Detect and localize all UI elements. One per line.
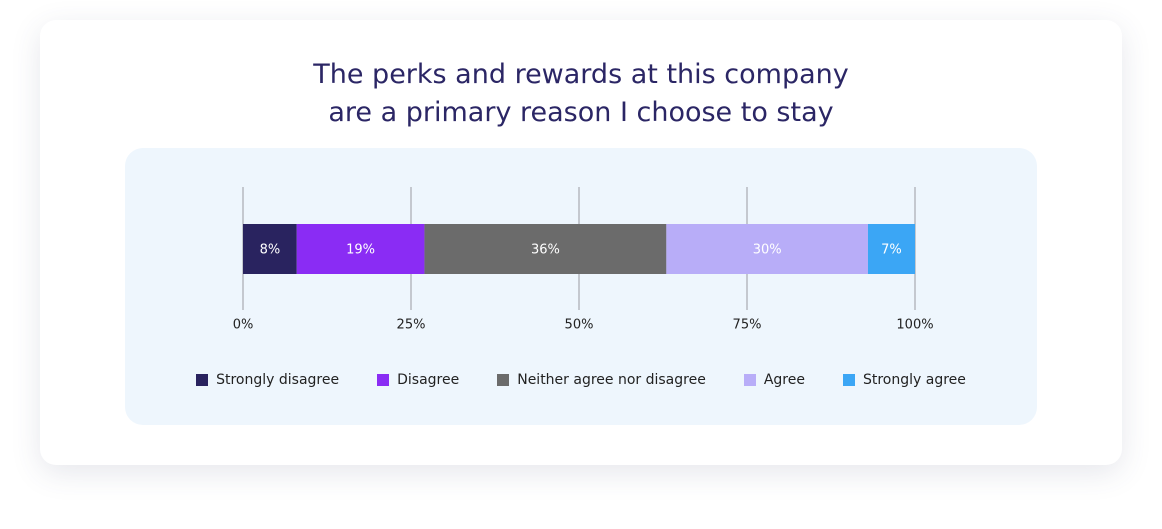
bar-segment	[296, 224, 425, 274]
legend-label: Disagree	[397, 372, 460, 388]
data-label: 30%	[753, 243, 782, 258]
legend-swatch	[497, 374, 510, 386]
data-label: 7%	[881, 243, 902, 258]
legend-label: Agree	[763, 372, 805, 388]
legend-swatch	[842, 374, 855, 386]
x-tick-label: 50%	[565, 318, 594, 333]
legend-label: Strongly agree	[862, 372, 966, 388]
chart-panel	[125, 148, 1037, 425]
bar-segment	[867, 224, 915, 274]
data-label: 19%	[346, 243, 375, 258]
data-label: 8%	[260, 243, 281, 258]
legend-item: Disagree	[377, 372, 459, 388]
legend-item: Strongly agree	[842, 372, 966, 388]
x-tick-label: 100%	[896, 318, 933, 333]
legend-swatch	[377, 374, 390, 386]
legend-item: Agree	[743, 372, 805, 388]
bar-segment	[243, 224, 297, 274]
x-tick-label: 0%	[233, 318, 254, 333]
legend-swatch	[743, 374, 756, 386]
legend-item: Neither agree nor disagree	[497, 372, 706, 388]
legend-label: Strongly disagree	[216, 372, 340, 388]
chart-title: The perks and rewards at this company ar…	[313, 59, 849, 128]
legend: Strongly disagree Disagree Neither agree n…	[125, 372, 1037, 388]
legend-swatch	[196, 374, 209, 386]
x-tick-label: 75%	[733, 318, 762, 333]
legend-label: Neither agree nor disagree	[517, 372, 706, 388]
bar-segment	[666, 224, 868, 274]
x-tick-label: 25%	[397, 318, 426, 333]
legend-item: Strongly disagree	[196, 372, 339, 388]
bar-segment	[424, 224, 667, 274]
data-label: 36%	[531, 243, 560, 258]
